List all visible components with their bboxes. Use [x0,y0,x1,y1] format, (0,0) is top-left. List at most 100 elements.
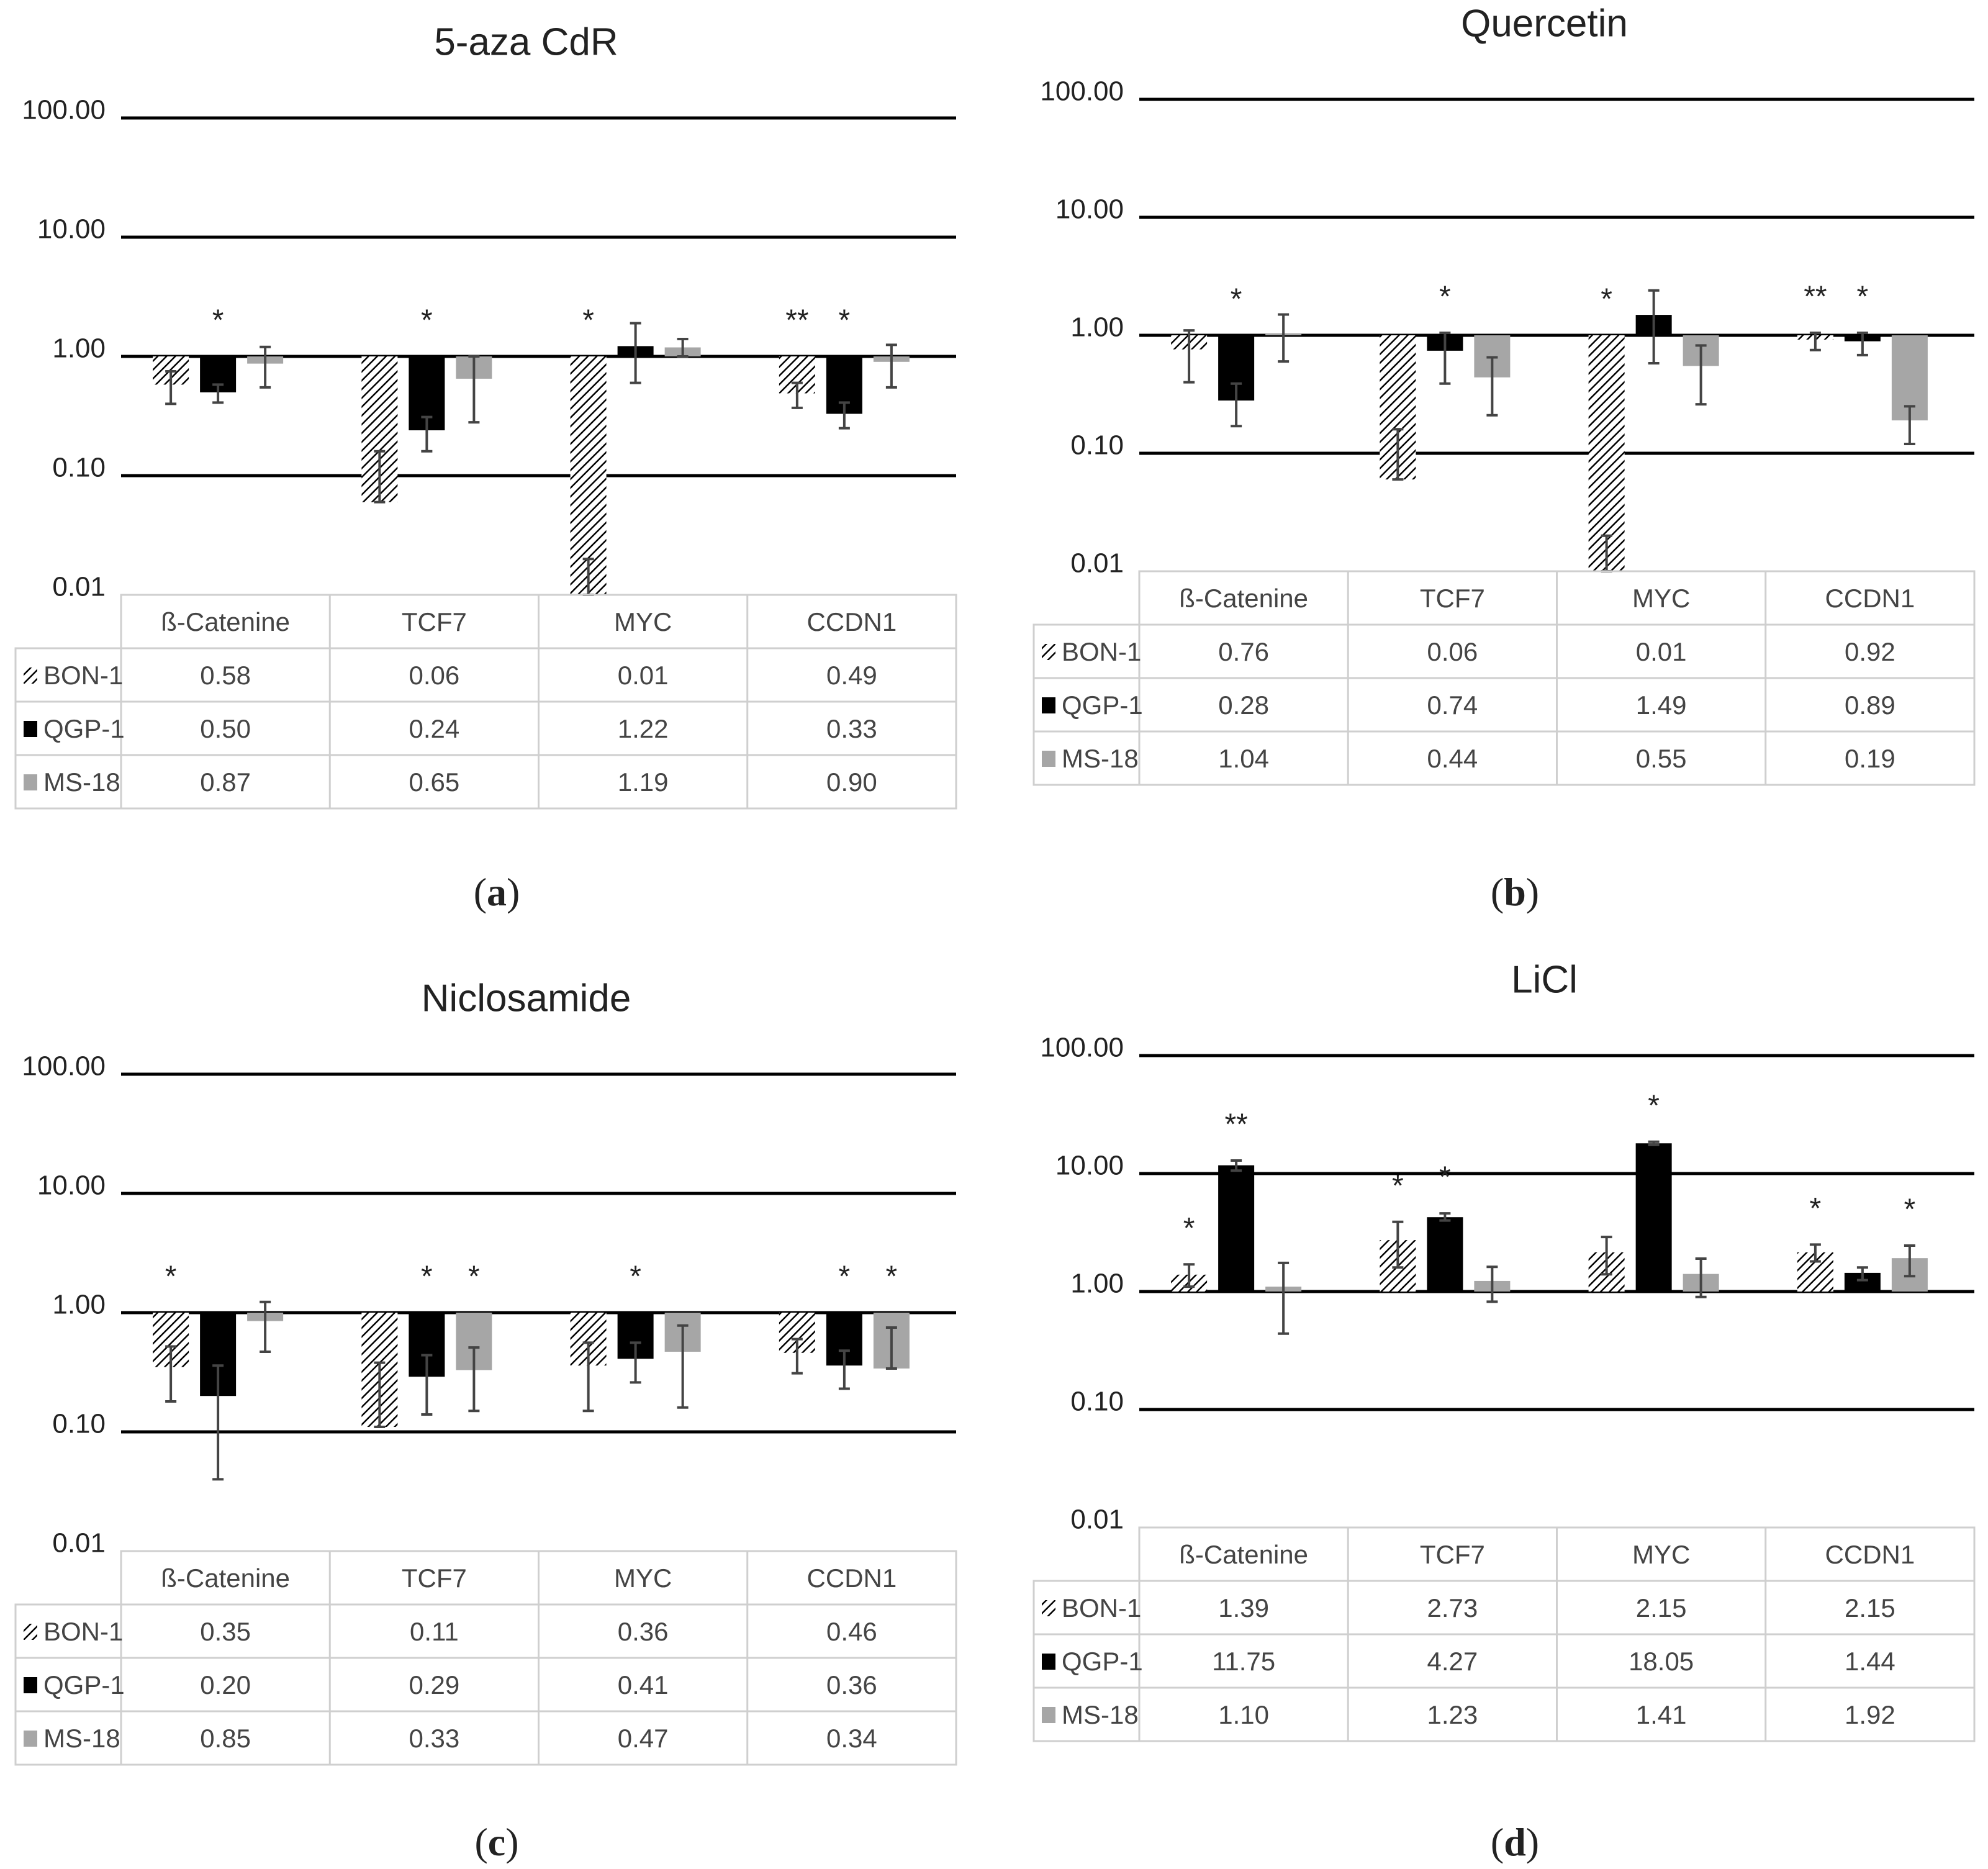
table-header-ccdn1: CCDN1 [1825,584,1915,613]
table-cell: 1.10 [1218,1700,1269,1729]
table-header-ccdn1: CCDN1 [1825,1540,1915,1569]
legend-swatch-qgp-1 [24,1677,37,1693]
significance-marker: * [582,304,594,337]
table-header-catenine: ß-Catenine [161,607,290,636]
significance-marker: ** [1804,281,1827,314]
table-header-tcf7: TCF7 [1420,1540,1485,1569]
table-cell: 0.55 [1636,744,1687,773]
table-header-tcf7: TCF7 [1420,584,1485,613]
table-cell: 18.05 [1629,1647,1694,1676]
table-header-myc: MYC [614,1564,672,1593]
table-row-border [14,754,957,810]
legend-swatch-qgp-1 [1042,697,1055,713]
chart-title: Niclosamide [422,977,631,1020]
table-row-border [14,1603,957,1659]
table-cell: 0.92 [1845,637,1895,666]
y-tick-label: 0.01 [52,572,106,602]
table-cell: 0.50 [200,714,251,743]
significance-marker: * [1392,1169,1404,1202]
table-cell: 0.46 [826,1617,877,1646]
chart-title: 5-aza CdR [434,20,618,63]
table-cell: 1.49 [1636,690,1687,720]
significance-marker: * [1231,283,1242,316]
panel-label-c: (c) [474,1820,519,1864]
table-cell: 4.27 [1427,1647,1478,1676]
table-cell: 0.36 [826,1670,877,1699]
table-cell: 0.34 [826,1724,877,1753]
panel-label-d: (d) [1490,1820,1540,1864]
y-tick-label: 0.01 [52,1528,106,1559]
significance-marker: ** [785,304,808,337]
legend-label-bon-1: BON-1 [1062,1593,1141,1622]
y-tick-label: 0.10 [52,1409,106,1439]
legend-label-qgp-1: QGP-1 [43,1670,125,1699]
table-cell: 0.01 [618,661,669,690]
y-tick-label: 10.00 [1055,194,1124,225]
panel-b: Quercetin 100.00 10.00 1.00 0.10 0.01 * * * ** * ß-… [1031,0,1988,914]
legend-label-bon-1: BON-1 [43,661,123,690]
panel-c: Niclosamide 100.00 10.00 1.00 0.10 0.01 * * * * * *… [12,956,981,1869]
table-row-border [14,647,957,703]
table-cell: 0.89 [1845,690,1895,720]
table-header-ccdn1: CCDN1 [807,1564,897,1593]
bar-qgp-1-catenine [1218,1165,1255,1292]
significance-marker: * [839,304,851,337]
legend-swatch-bon-1 [24,668,37,684]
significance-marker: * [886,1260,898,1293]
legend-label-qgp-1: QGP-1 [1062,690,1143,720]
table-cell: 1.19 [618,767,669,797]
table-row-border [14,1710,957,1766]
significance-marker: * [1810,1192,1822,1225]
table-cell: 11.75 [1212,1647,1275,1676]
table-cell: 0.76 [1218,637,1269,666]
table-cell: 2.73 [1427,1593,1478,1622]
legend-swatch-qgp-1 [1042,1654,1055,1670]
y-tick-label: 1.00 [52,1290,106,1320]
table-cell: 0.65 [409,767,460,797]
table-cell: 0.87 [200,767,251,797]
chart-title: LiCl [1511,958,1578,1001]
y-tick-label: 1.00 [1070,1269,1124,1299]
table-header-myc: MYC [1632,1540,1690,1569]
table-cell: 0.20 [200,1670,251,1699]
table-cell: 0.90 [826,767,877,797]
table-header-catenine: ß-Catenine [161,1564,290,1593]
y-tick-label: 0.10 [1070,430,1124,461]
table-cell: 0.11 [410,1617,459,1646]
significance-marker: * [421,1260,433,1293]
table-cell: 1.44 [1845,1647,1895,1676]
legend-swatch-ms-18 [24,1731,37,1747]
table-cell: 0.49 [826,661,877,690]
table-cell: 0.85 [200,1724,251,1753]
table-cell: 2.15 [1845,1593,1895,1622]
table-cell: 0.01 [1636,637,1687,666]
significance-marker: * [1904,1193,1916,1226]
table-cell: 0.33 [826,714,877,743]
bar-qgp-1-tcf7 [1427,1217,1463,1292]
table-header-ccdn1: CCDN1 [807,607,897,636]
significance-marker: * [1857,281,1869,314]
table-header-tcf7: TCF7 [402,607,467,636]
panel-a: 5-aza CdR 100.00 10.00 1.00 0.10 0.01 * * * ** * ß-… [12,0,981,914]
y-tick-label: 100.00 [1040,1033,1124,1063]
significance-marker: * [212,304,224,337]
chart-niclosamide: Niclosamide 100.00 10.00 1.00 0.10 0.01 * * * * * *… [14,977,957,1766]
table-header-myc: MYC [614,607,672,636]
y-tick-label: 1.00 [1070,312,1124,343]
y-tick-label: 0.10 [52,453,106,483]
table-row-border [1032,1633,1976,1689]
panel-label-b: (b) [1490,870,1540,914]
table-cell: 1.41 [1636,1700,1687,1729]
legend-swatch-bon-1 [24,1624,37,1640]
legend-swatch-bon-1 [1042,1600,1055,1616]
legend-label-qgp-1: QGP-1 [43,714,125,743]
legend-label-bon-1: BON-1 [43,1617,123,1646]
table-cell: 0.28 [1218,690,1269,720]
table-cell: 0.35 [200,1617,251,1646]
y-tick-label: 0.01 [1070,548,1124,579]
significance-marker: * [630,1260,641,1293]
table-cell: 0.36 [618,1617,669,1646]
